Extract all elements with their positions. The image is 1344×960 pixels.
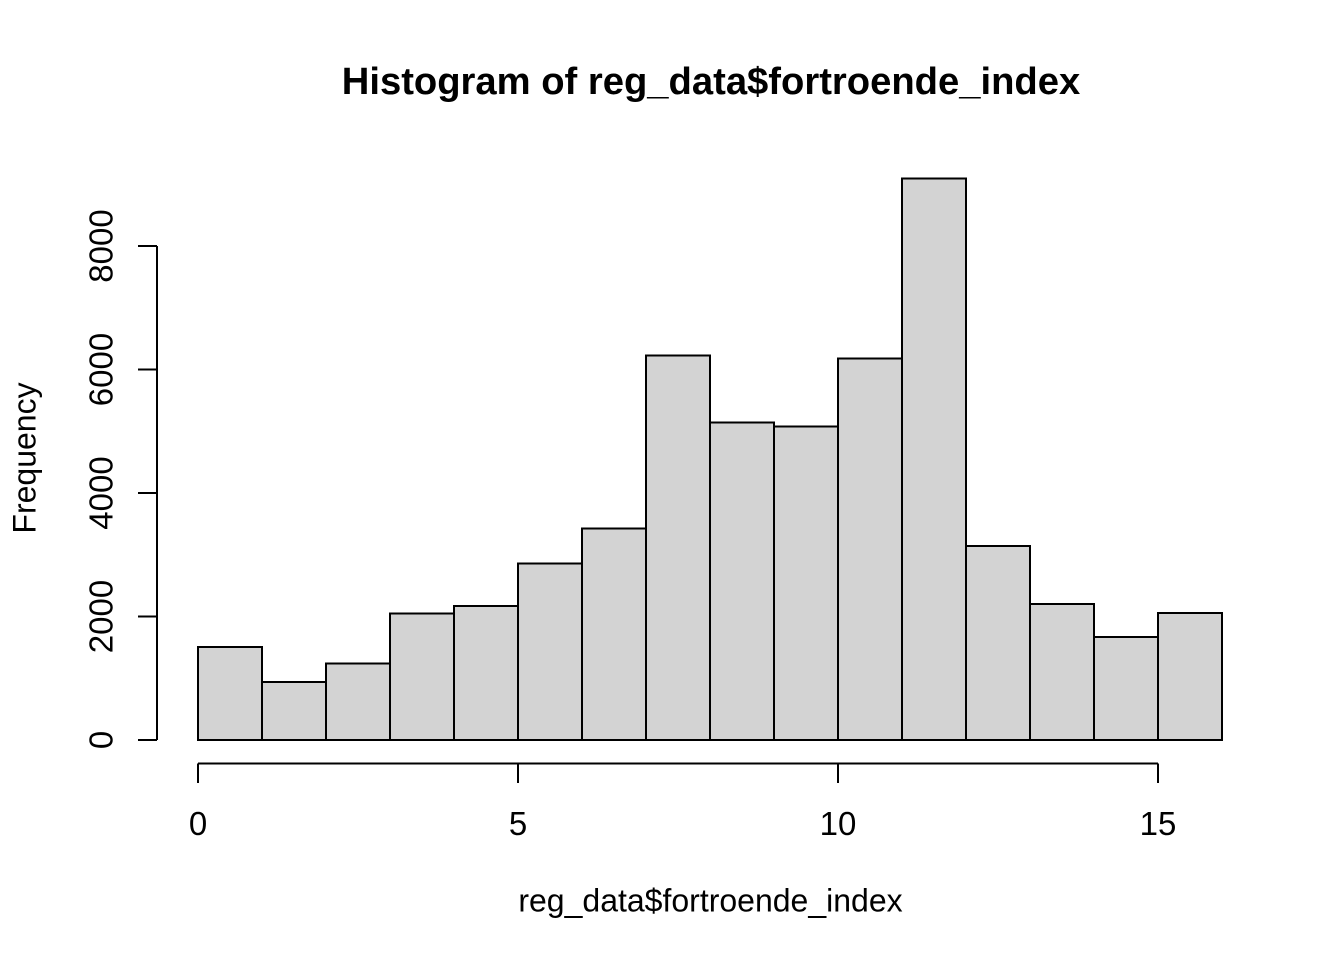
svg-text:2000: 2000: [82, 580, 119, 653]
svg-text:0: 0: [189, 805, 207, 842]
svg-text:15: 15: [1140, 805, 1177, 842]
svg-text:8000: 8000: [82, 209, 119, 282]
svg-text:4000: 4000: [82, 456, 119, 529]
svg-text:5: 5: [509, 805, 527, 842]
svg-text:0: 0: [82, 731, 119, 749]
svg-text:Frequency: Frequency: [7, 382, 43, 533]
svg-text:reg_data$fortroende_index: reg_data$fortroende_index: [518, 883, 902, 919]
svg-text:10: 10: [820, 805, 857, 842]
svg-text:Histogram of reg_data$fortroen: Histogram of reg_data$fortroende_index: [342, 60, 1080, 103]
svg-text:6000: 6000: [82, 333, 119, 406]
